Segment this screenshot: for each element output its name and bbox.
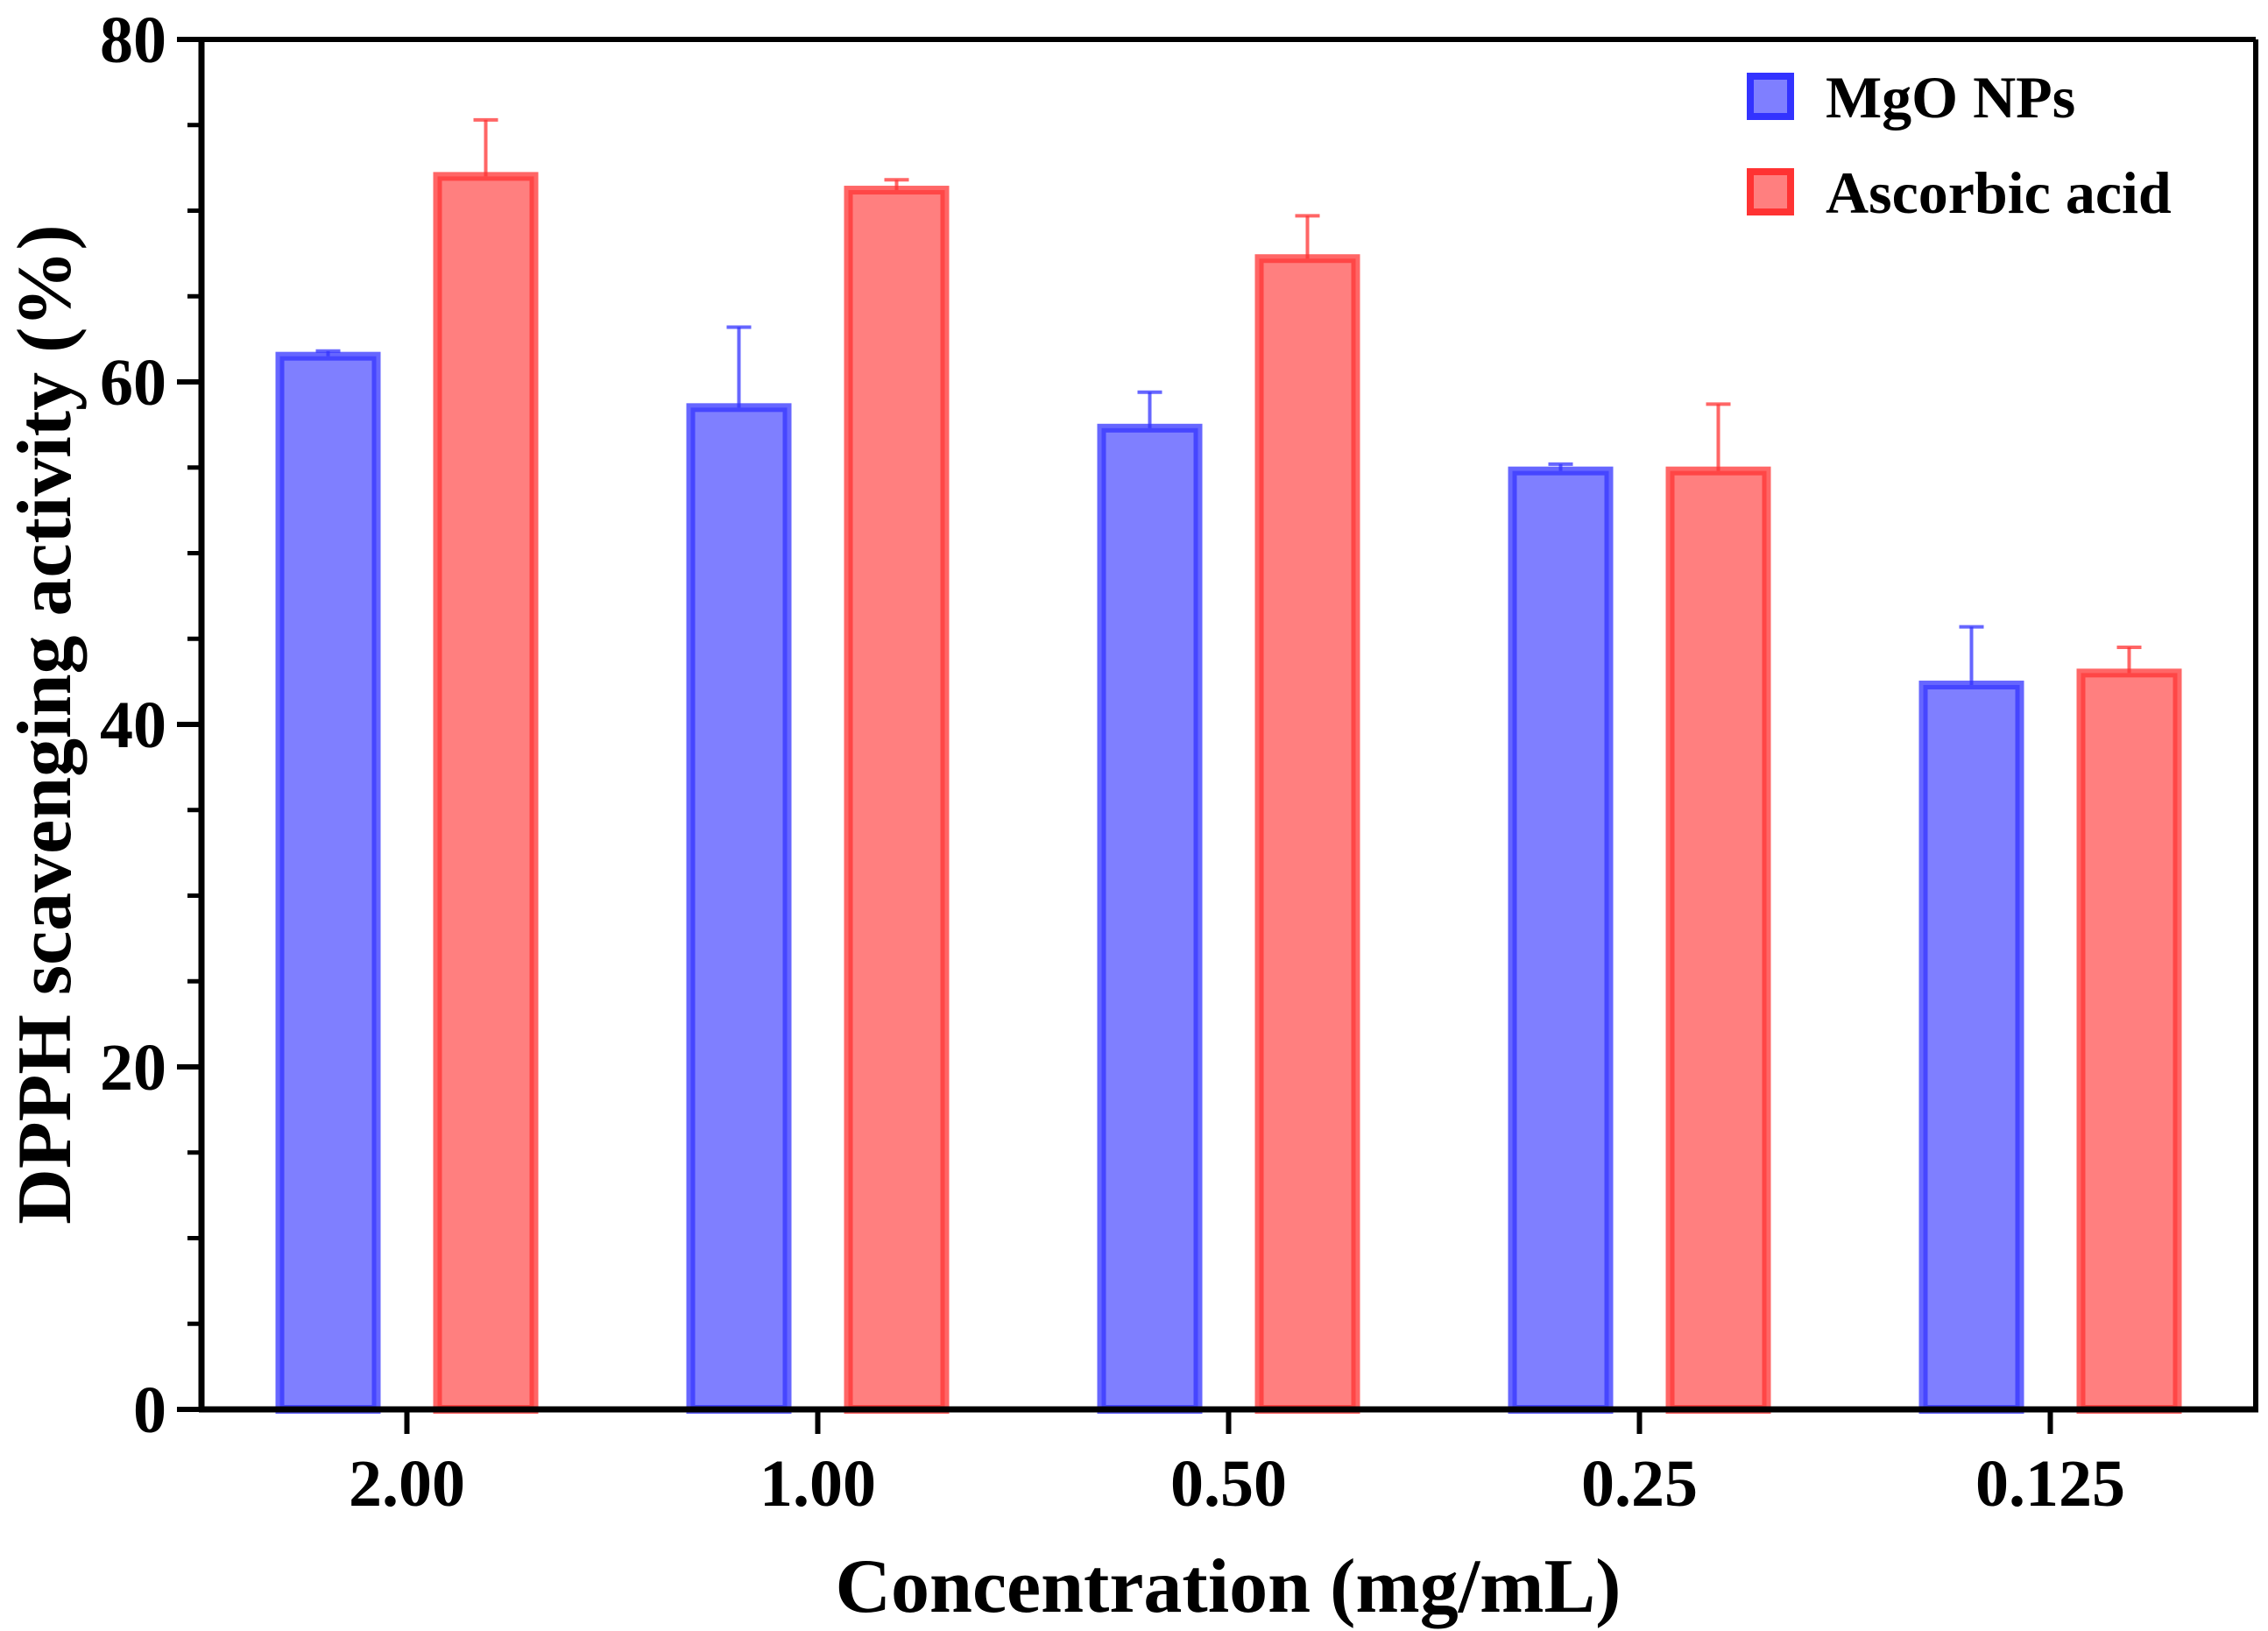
error-bar-mgo-nps-2.00 [315,349,341,357]
bar-ascorbic-acid-0.25 [1665,466,1771,1414]
bar-ascorbic-acid-2.00 [433,172,539,1414]
legend-label-ascorbic-acid: Ascorbic acid [1826,159,2172,226]
legend-swatch-mgo-nps [1747,73,1794,120]
y-tick-label: 0 [133,1373,166,1447]
bar-mgo-nps-1.00 [686,403,792,1415]
x-tick-label: 0.50 [1170,1447,1287,1521]
x-tick-label: 0.125 [1975,1447,2125,1521]
x-tick-label: 1.00 [760,1447,876,1521]
error-bar-ascorbic-acid-0.25 [1706,402,1731,471]
y-tick-label: 60 [100,346,166,420]
error-bars-layer [315,117,2142,686]
bar-ascorbic-acid-0.125 [2076,668,2182,1414]
error-bar-ascorbic-acid-1.00 [884,178,909,191]
x-tick-label: 2.00 [349,1447,465,1521]
error-bar-mgo-nps-1.00 [726,325,752,408]
error-bar-mgo-nps-0.25 [1548,462,1573,471]
legend-label-mgo-nps: MgO NPs [1826,64,2075,131]
error-bar-ascorbic-acid-2.00 [473,117,498,177]
bar-ascorbic-acid-0.50 [1254,254,1360,1414]
y-axis-title: DPPH scavenging activity (%) [3,224,88,1224]
bar-mgo-nps-2.00 [275,351,381,1414]
y-tick-label: 40 [100,688,166,762]
error-bar-mgo-nps-0.125 [1959,625,1984,686]
bars-layer [275,172,2182,1415]
x-ticks: 2.00 1.00 0.50 0.25 0.125 [349,1409,2125,1521]
bar-mgo-nps-0.50 [1097,423,1203,1414]
y-tick-label: 80 [100,4,166,77]
error-bar-mgo-nps-0.50 [1137,390,1162,428]
error-bar-ascorbic-acid-0.125 [2116,646,2142,674]
bar-mgo-nps-0.25 [1508,466,1614,1414]
y-ticks: 0 20 40 60 80 [100,4,201,1447]
legend: MgO NPs Ascorbic acid [1747,64,2172,226]
bar-mgo-nps-0.125 [1918,681,2024,1414]
legend-swatch-ascorbic-acid [1747,168,1794,215]
x-axis-title: Concentration (mg/mL) [836,1544,1622,1629]
bar-ascorbic-acid-1.00 [844,186,950,1414]
y-tick-label: 20 [100,1031,166,1105]
error-bar-ascorbic-acid-0.50 [1295,214,1320,259]
x-tick-label: 0.25 [1581,1447,1698,1521]
